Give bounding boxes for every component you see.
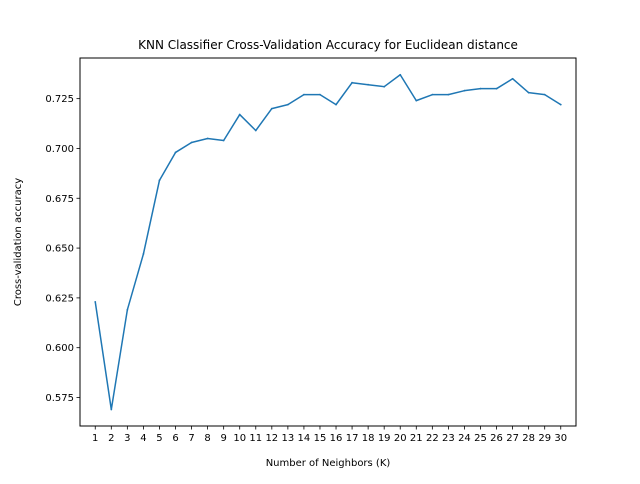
x-tick-label: 11 (249, 433, 262, 444)
data-point (383, 85, 386, 88)
x-tick-label: 22 (426, 433, 439, 444)
x-tick-label: 25 (474, 433, 487, 444)
x-axis-label: Number of Neighbors (K) (266, 458, 391, 469)
x-tick-label: 6 (172, 433, 178, 444)
data-point (303, 93, 305, 96)
x-tick-label: 7 (188, 433, 194, 444)
x-tick-label: 9 (220, 433, 226, 444)
data-point (351, 81, 353, 84)
y-tick-label: 0.725 (45, 94, 74, 105)
data-point (142, 253, 145, 255)
y-axis: 0.575 0.600 0.625 0.650 0.675 0.700 0.725 (45, 94, 80, 404)
data-point (463, 89, 466, 92)
data-point (206, 137, 209, 140)
data-point (527, 91, 530, 94)
data-point (399, 73, 402, 76)
data-point (238, 113, 241, 116)
x-tick-label: 13 (282, 433, 295, 444)
y-tick-label: 0.675 (45, 194, 74, 205)
x-tick-label: 2 (108, 433, 114, 444)
data-point (126, 308, 129, 311)
data-point (110, 408, 113, 411)
data-point (222, 139, 225, 142)
y-tick-label: 0.625 (45, 293, 74, 304)
x-tick-label: 18 (362, 433, 375, 444)
y-axis-label: Cross-validation accuracy (13, 178, 24, 306)
x-tick-label: 27 (506, 433, 519, 444)
x-tick-label: 23 (442, 433, 455, 444)
y-tick-label: 0.600 (45, 343, 74, 354)
x-tick-label: 12 (265, 433, 278, 444)
x-tick-label: 20 (394, 433, 407, 444)
data-point (495, 87, 498, 90)
data-point (511, 77, 514, 80)
data-point (447, 93, 450, 96)
data-point (158, 179, 161, 182)
x-tick-label: 21 (410, 433, 423, 444)
data-point (479, 87, 482, 90)
y-tick-label: 0.700 (45, 144, 74, 155)
data-point (190, 141, 193, 144)
x-tick-label: 10 (233, 433, 246, 444)
x-tick-label: 19 (378, 433, 391, 444)
data-point (543, 93, 546, 96)
x-axis: 1 2 3 4 5 6 7 8 9 10 11 12 13 14 15 16 17 18 19 20 21 22 23 24 2… (92, 426, 567, 444)
x-tick-label: 29 (538, 433, 551, 444)
plot-area (94, 73, 562, 411)
data-point (270, 107, 273, 110)
x-tick-label: 14 (298, 433, 311, 444)
axes-frame (79, 57, 577, 427)
data-point (415, 99, 418, 102)
x-tick-label: 5 (156, 433, 162, 444)
x-tick-label: 30 (554, 433, 567, 444)
data-point (94, 300, 97, 303)
data-point (254, 129, 257, 132)
data-point (335, 103, 337, 106)
x-tick-label: 15 (314, 433, 327, 444)
x-tick-label: 24 (458, 433, 471, 444)
x-tick-label: 26 (490, 433, 503, 444)
x-tick-label: 17 (346, 433, 359, 444)
y-tick-label: 0.650 (45, 244, 74, 255)
x-tick-label: 28 (522, 433, 535, 444)
data-point (559, 103, 562, 106)
series-line (94, 73, 562, 411)
data-point (367, 83, 370, 86)
chart-title: KNN Classifier Cross-Validation Accuracy… (138, 38, 518, 52)
x-tick-label: 8 (204, 433, 210, 444)
data-point (286, 103, 289, 106)
x-tick-label: 3 (124, 433, 130, 444)
x-tick-label: 4 (140, 433, 146, 444)
data-point (431, 93, 434, 96)
x-tick-label: 1 (92, 433, 98, 444)
y-tick-label: 0.575 (45, 393, 74, 404)
data-point (174, 151, 177, 154)
x-tick-label: 16 (330, 433, 343, 444)
data-point (319, 93, 321, 96)
